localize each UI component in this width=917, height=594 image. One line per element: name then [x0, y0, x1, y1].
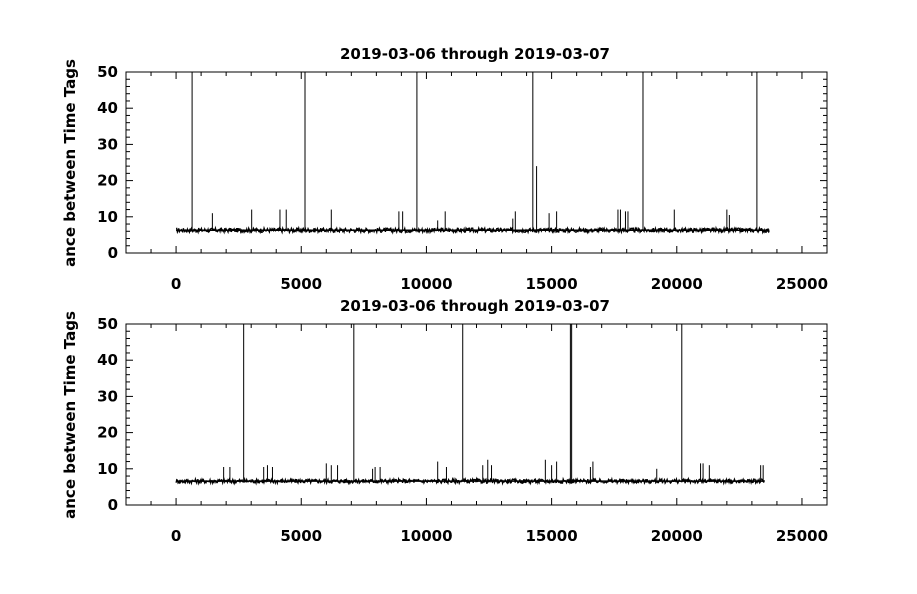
x-tick-label: 5000 [280, 527, 322, 545]
x-tick-label: 10000 [400, 527, 452, 545]
y-tick-label: 50 [97, 63, 118, 81]
x-tick-label: 25000 [776, 527, 828, 545]
series-0 [175, 72, 770, 235]
y-tick-label: 50 [97, 315, 118, 333]
bottom-chart-y-axis-label: ance between Time Tags [61, 311, 79, 519]
y-tick-label: 40 [97, 351, 118, 369]
top-chart-y-axis-label: ance between Time Tags [61, 59, 79, 267]
x-tick-label: 20000 [651, 275, 703, 293]
bottom-chart-title: 2019-03-06 through 2019-03-07 [340, 297, 610, 315]
top-chart-plot-area: 0 10 20 30 40 50 0 5000 10000 15000 20000 25000 [97, 63, 828, 293]
x-tick-label: 0 [171, 275, 181, 293]
y-tick-label: 30 [97, 135, 118, 153]
y-tick-label: 10 [97, 460, 118, 478]
y-tick-label: 10 [97, 208, 118, 226]
y-tick-label: 20 [97, 172, 118, 190]
x-tick-label: 20000 [651, 527, 703, 545]
y-tick-label: 0 [108, 496, 118, 514]
x-tick-label: 15000 [526, 275, 578, 293]
y-tick-label: 0 [108, 244, 118, 262]
bottom-chart-plot-area: 0 10 20 30 40 50 0 5000 10000 15000 20000 25000 [97, 315, 828, 545]
series-0 [175, 324, 766, 486]
bottom-chart-panel: 2019-03-06 through 2019-03-07 ance betwe… [61, 297, 828, 545]
y-tick-label: 30 [97, 387, 118, 405]
y-tick-label: 20 [97, 424, 118, 442]
x-tick-label: 5000 [280, 275, 322, 293]
top-chart-title: 2019-03-06 through 2019-03-07 [340, 45, 610, 63]
x-tick-label: 15000 [526, 527, 578, 545]
x-tick-label: 25000 [776, 275, 828, 293]
y-tick-label: 40 [97, 99, 118, 117]
top-chart-panel: 2019-03-06 through 2019-03-07 ance betwe… [61, 45, 828, 293]
x-tick-label: 10000 [400, 275, 452, 293]
x-tick-label: 0 [171, 527, 181, 545]
